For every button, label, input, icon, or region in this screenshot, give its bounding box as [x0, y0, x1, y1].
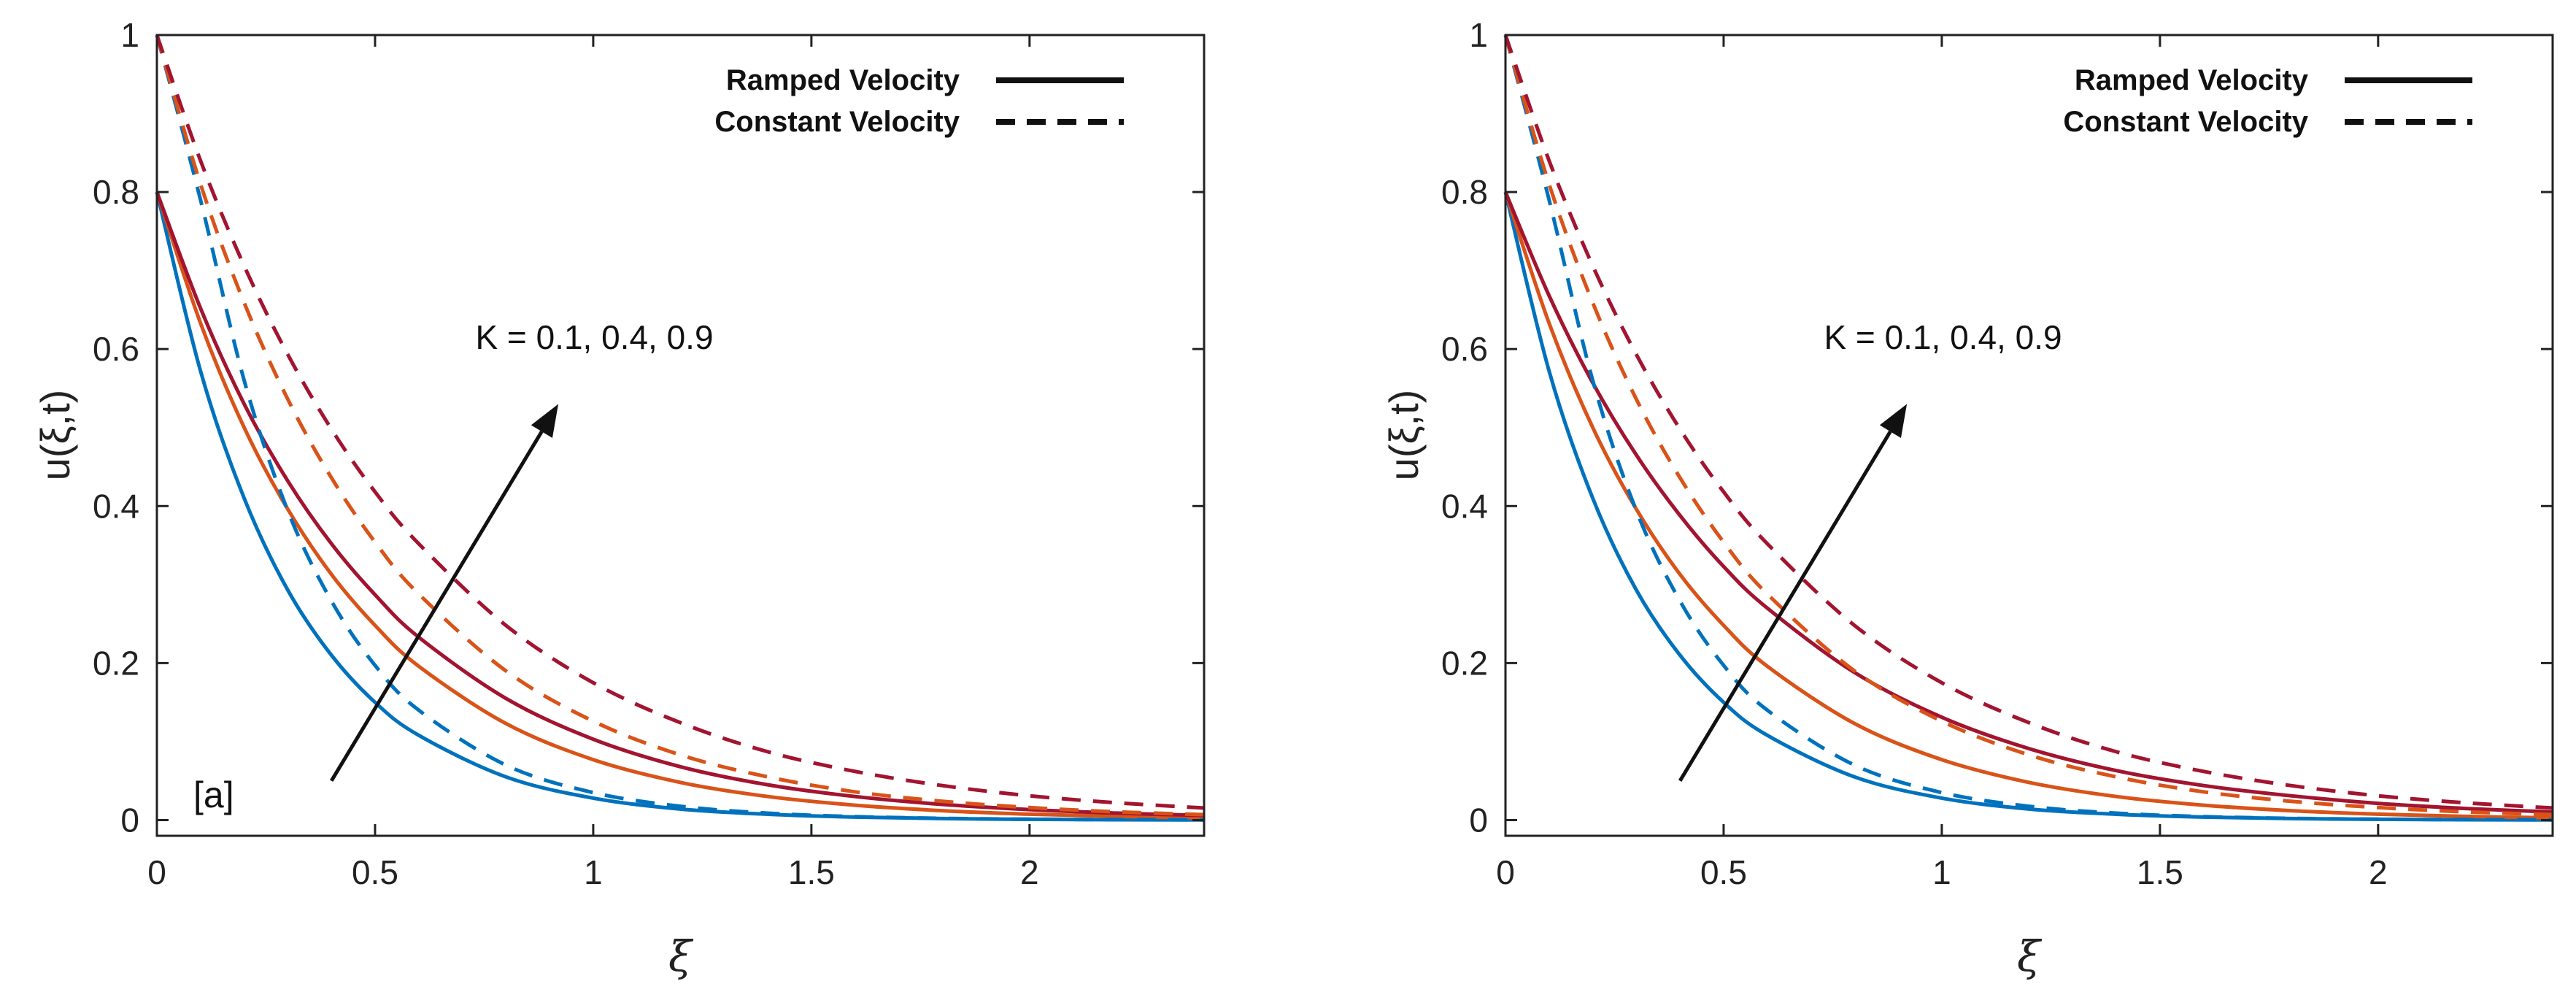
- chart-a-series-constant-1: [155, 34, 1205, 817]
- chart-b-y-tick-label: 0.8: [1441, 173, 1488, 211]
- chart-b-x-tick-label: 2: [2369, 853, 2388, 891]
- chart-a-x-tick-label: 0: [147, 853, 166, 891]
- chart-a-y-axis-label: u(ξ,t): [32, 390, 78, 481]
- chart-a-plot-frame: [155, 34, 1206, 837]
- chart-b-y-tick-label: 0: [1469, 801, 1488, 839]
- chart-b-series-constant-1: [1503, 34, 2553, 817]
- chart-b-annotation-label: K = 0.1, 0.4, 0.9: [1824, 318, 2062, 356]
- chart-b-x-axis-label: ξ: [2017, 931, 2043, 981]
- chart-b-x-tick-label: 1.5: [2137, 853, 2183, 891]
- chart-b-axis-ticks: 0 0.5 1 1.5 2 0 0.2 0.4 0.6 0.8 1: [1441, 16, 2553, 891]
- chart-a-y-tick-label: 0.4: [93, 487, 139, 525]
- chart-panel-a: 0 0.5 1 1.5 2 0 0.2 0.4 0.6 0.8 1 ξ u(ξ,t) Ramped …: [32, 16, 1206, 981]
- chart-b-y-axis-label: u(ξ,t): [1381, 390, 1427, 481]
- chart-a-annotation-arrow-shaft: [330, 430, 544, 783]
- chart-b-series-constant-2: [1503, 34, 2553, 810]
- chart-a-axis-ticks: 0 0.5 1 1.5 2 0 0.2 0.4 0.6 0.8 1: [93, 16, 1204, 891]
- chart-a-legend: Ramped Velocity Constant Velocity: [714, 64, 1124, 138]
- chart-a-x-tick-label: 0.5: [352, 853, 398, 891]
- legend-entry-constant-label: Constant Velocity: [2063, 106, 2308, 138]
- chart-a-x-axis-label: ξ: [668, 931, 694, 981]
- chart-a-y-tick-label: 0.6: [93, 330, 139, 368]
- chart-a-series-ramped-2: [155, 191, 1205, 818]
- chart-b-plot-frame: [1504, 34, 2554, 837]
- legend-entry-constant-label: Constant Velocity: [714, 106, 960, 138]
- chart-b-legend: Ramped Velocity Constant Velocity: [2063, 64, 2472, 138]
- chart-b-y-tick-label: 0.4: [1441, 487, 1488, 525]
- chart-a-series-constant-2: [155, 34, 1205, 810]
- chart-b-x-tick-label: 0.5: [1700, 853, 1747, 891]
- chart-a-series-constant-0: [155, 34, 1205, 822]
- chart-b-y-tick-label: 0.2: [1441, 644, 1488, 682]
- chart-a-y-tick-label: 0.8: [93, 173, 139, 211]
- legend-entry-ramped-label: Ramped Velocity: [2075, 64, 2309, 96]
- chart-a-series-ramped-1: [155, 191, 1205, 820]
- chart-b-curves: [1503, 34, 2553, 822]
- chart-a-annotation: K = 0.1, 0.4, 0.9: [330, 318, 714, 783]
- chart-b-series-ramped-0: [1503, 191, 2553, 822]
- chart-a-annotation-arrow-head: [531, 404, 559, 438]
- chart-a-y-tick-label: 0: [120, 801, 139, 839]
- chart-b-x-tick-label: 0: [1496, 853, 1515, 891]
- legend-entry-ramped-label: Ramped Velocity: [726, 64, 960, 96]
- chart-panel-b: 0 0.5 1 1.5 2 0 0.2 0.4 0.6 0.8 1 ξ u(ξ,t) Ramped …: [1381, 16, 2554, 981]
- chart-a-panel-label: [a]: [193, 774, 234, 815]
- chart-a-curves: [155, 34, 1205, 822]
- chart-a-y-tick-label: 1: [120, 16, 139, 54]
- chart-b-y-tick-label: 0.6: [1441, 330, 1488, 368]
- chart-b-y-tick-label: 1: [1469, 16, 1488, 54]
- chart-b-series-constant-0: [1503, 34, 2553, 822]
- chart-a-x-tick-label: 2: [1020, 853, 1039, 891]
- chart-a-annotation-label: K = 0.1, 0.4, 0.9: [475, 318, 713, 356]
- chart-b-annotation: K = 0.1, 0.4, 0.9: [1678, 318, 2062, 783]
- chart-a-x-tick-label: 1: [584, 853, 603, 891]
- chart-b-annotation-arrow-head: [1879, 404, 1908, 438]
- chart-a-x-tick-label: 1.5: [788, 853, 835, 891]
- chart-b-series-ramped-1: [1503, 191, 2553, 820]
- chart-a-series-ramped-0: [155, 191, 1205, 822]
- chart-b-x-tick-label: 1: [1932, 853, 1951, 891]
- chart-a-y-tick-label: 0.2: [93, 644, 139, 682]
- chart-b-annotation-arrow-shaft: [1678, 430, 1892, 783]
